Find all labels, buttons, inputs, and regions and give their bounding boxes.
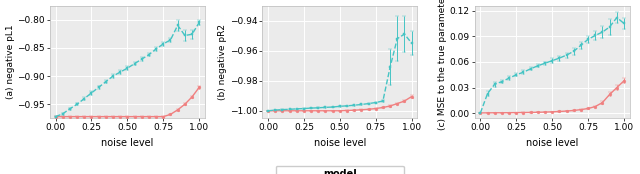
X-axis label: noise level: noise level <box>314 138 366 148</box>
Y-axis label: (a) negative pL1: (a) negative pL1 <box>6 25 15 99</box>
Y-axis label: (b) negative pR2: (b) negative pR2 <box>218 24 227 100</box>
Y-axis label: (c) MSE to the true parameter: (c) MSE to the true parameter <box>438 0 447 130</box>
X-axis label: noise level: noise level <box>526 138 579 148</box>
Legend: robust, standard: robust, standard <box>276 166 404 174</box>
X-axis label: noise level: noise level <box>101 138 154 148</box>
